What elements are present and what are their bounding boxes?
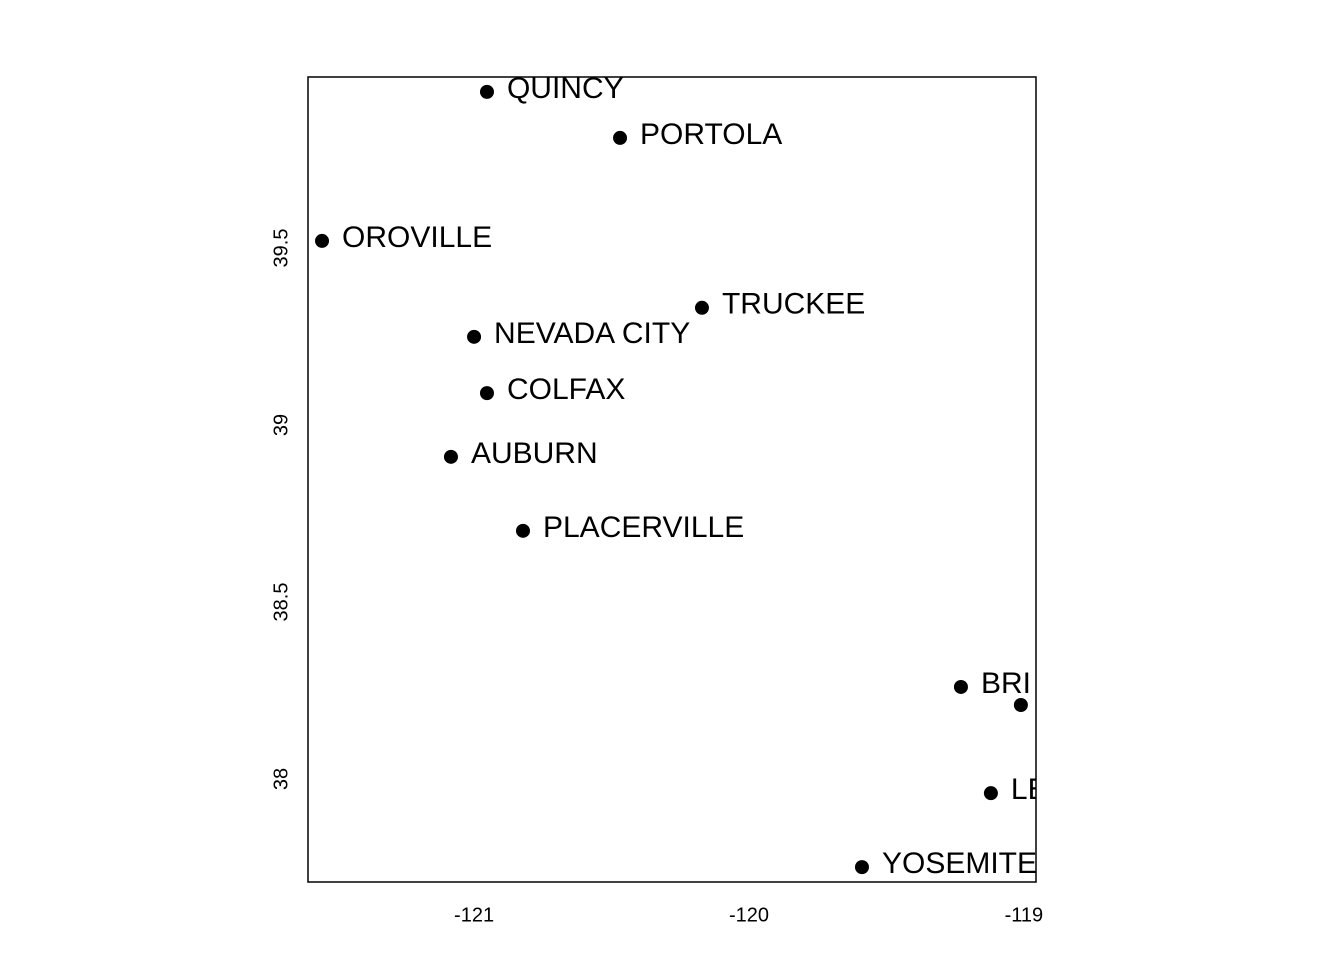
point <box>613 130 628 145</box>
point-label: PORTOLA <box>640 118 782 151</box>
point-label: QUINCY <box>507 72 624 105</box>
point-label: COLFAX <box>507 373 625 406</box>
point <box>479 386 494 401</box>
plot-area: QUINCY PORTOLA OROVILLE TRUCKEE NEVADA CITY C… <box>315 72 1048 880</box>
point <box>479 84 494 99</box>
point <box>953 679 968 694</box>
point-label: TRUCKEE <box>722 288 865 321</box>
x-tick-label: -121 <box>454 904 494 926</box>
point <box>694 300 709 315</box>
point-label: BRI <box>981 667 1031 700</box>
y-tick-label: 38.5 <box>270 583 292 622</box>
x-tick-label: -119 <box>1005 904 1044 926</box>
y-tick-label: 39.5 <box>270 229 292 268</box>
point-label: OROVILLE <box>342 221 492 254</box>
point <box>315 233 330 248</box>
point-label: AUBURN <box>471 437 598 470</box>
point <box>854 860 869 875</box>
plot-frame <box>307 76 1037 883</box>
point-label: LE <box>1011 773 1048 806</box>
point-label: YOSEMITE <box>882 847 1037 880</box>
y-tick-label: 38 <box>270 768 292 790</box>
point-label: NEVADA CITY <box>494 317 690 350</box>
point <box>467 329 482 344</box>
point-label: PLACERVILLE <box>543 511 744 544</box>
point <box>1013 697 1028 712</box>
point <box>983 786 998 801</box>
y-tick-label: 39 <box>270 414 292 436</box>
x-tick-label: -120 <box>729 904 769 926</box>
point <box>515 523 530 538</box>
point <box>443 449 458 464</box>
